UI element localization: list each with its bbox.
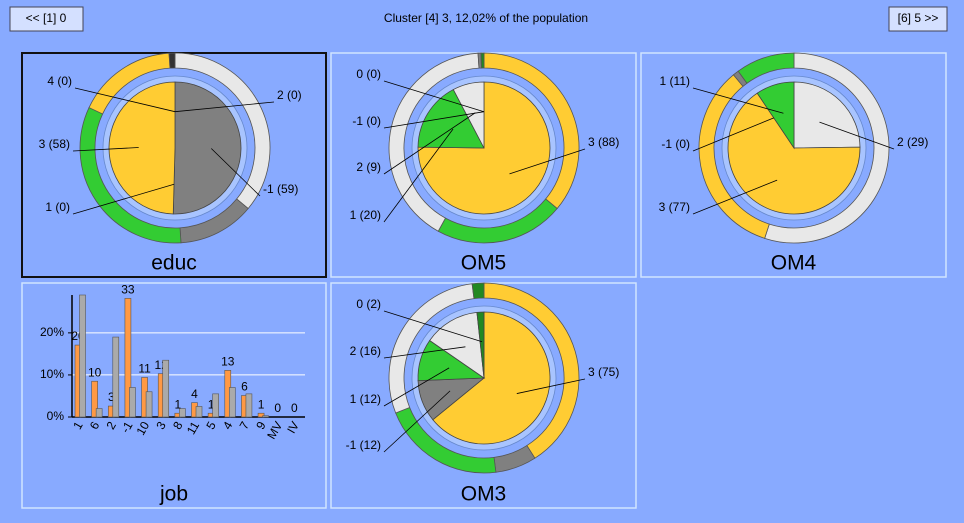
- bar-value-label: 6: [241, 380, 248, 394]
- chart-title: educ: [151, 252, 197, 275]
- pie-slice: [756, 81, 795, 150]
- slice-label: 0 (2): [356, 297, 381, 311]
- chart-title: OM5: [461, 252, 507, 275]
- pie-slice: [417, 89, 485, 149]
- y-tick-label: 10%: [40, 367, 64, 381]
- slice-label: 3 (75): [588, 365, 619, 379]
- pie-slice: [429, 311, 485, 379]
- bar: [129, 387, 136, 418]
- slice-label: 2 (0): [277, 88, 302, 102]
- slice-label: 0 (0): [356, 67, 381, 81]
- bar-value-label: 1: [258, 397, 265, 411]
- slice-label: 2 (9): [356, 160, 381, 174]
- bar-value-label: 4: [191, 387, 198, 401]
- leader-line: [72, 147, 139, 152]
- pie-slice: [793, 81, 861, 149]
- leader-line: [72, 183, 175, 215]
- bar: [79, 294, 86, 418]
- leader-line: [383, 128, 454, 223]
- leader-line: [383, 346, 466, 359]
- leader-line: [819, 121, 895, 150]
- slice-label: 3 (58): [39, 137, 70, 151]
- bar: [195, 406, 203, 418]
- prev-button-label[interactable]: << [1] 0: [26, 11, 67, 25]
- leader-line: [74, 87, 176, 113]
- bar-value-label: 13: [221, 354, 235, 368]
- page-title: Cluster [4] 3, 12,02% of the population: [384, 11, 588, 25]
- slice-label: -1 (12): [346, 438, 381, 452]
- leader-line: [509, 148, 586, 175]
- chart-title: job: [159, 483, 188, 506]
- bar-value-label: 0: [274, 401, 281, 415]
- slice-label: 1 (0): [45, 200, 70, 214]
- chart-title: OM3: [461, 483, 507, 506]
- outer-arc: [737, 52, 795, 84]
- slice-label: 3 (77): [659, 200, 690, 214]
- leader-line: [383, 390, 451, 453]
- pie-slice: [452, 81, 485, 149]
- bar: [245, 393, 253, 418]
- bar: [179, 408, 186, 418]
- pie-slice: [108, 81, 176, 215]
- x-tick-label: 10: [133, 419, 152, 438]
- bar-value-label: 10: [88, 365, 102, 379]
- slice-label: 2 (29): [897, 135, 928, 149]
- leader-line: [174, 101, 275, 113]
- outer-arc: [168, 52, 176, 69]
- bar: [145, 391, 153, 418]
- bar: [228, 387, 236, 418]
- leader-line: [383, 112, 476, 175]
- next-button[interactable]: [888, 6, 948, 32]
- chart-title: OM4: [771, 252, 817, 275]
- bar-value-label: 3: [108, 390, 115, 404]
- prev-button[interactable]: [9, 6, 84, 32]
- leader-line: [383, 80, 485, 113]
- slice-label: 4 (0): [47, 74, 72, 88]
- bar: [95, 408, 103, 418]
- slice-label: -1 (0): [352, 114, 381, 128]
- y-tick-label: 20%: [40, 325, 64, 339]
- bar-value-label: 1: [175, 397, 182, 411]
- leader-line: [383, 310, 483, 343]
- pie-slice: [172, 81, 242, 215]
- pie-slice: [432, 311, 551, 445]
- pie-slice: [476, 311, 485, 379]
- leader-line: [692, 117, 774, 152]
- outer-arc: [471, 282, 485, 300]
- outer-arc: [480, 52, 485, 69]
- panel: [21, 282, 327, 509]
- bar: [162, 359, 170, 418]
- next-button-label[interactable]: [6] 5 >>: [898, 11, 939, 25]
- slice-label: 1 (12): [350, 392, 381, 406]
- slice-label: 2 (16): [350, 344, 381, 358]
- bar: [124, 298, 132, 418]
- slice-label: -1 (0): [661, 137, 690, 151]
- leader-line: [383, 367, 450, 407]
- y-tick-label: 0%: [47, 409, 65, 423]
- leader-line: [383, 111, 485, 129]
- slice-label: 1 (20): [350, 208, 381, 222]
- bar-value-label: 11: [138, 362, 151, 376]
- leader-line: [692, 179, 778, 215]
- slice-label: 1 (11): [660, 74, 690, 88]
- bar: [91, 380, 98, 418]
- bar: [262, 415, 269, 418]
- bar-value-label: 33: [121, 283, 135, 297]
- bar: [257, 412, 265, 418]
- bar: [212, 393, 219, 418]
- slice-label: -1 (59): [263, 182, 298, 196]
- bar-value-label: 0: [291, 401, 298, 415]
- leader-line: [516, 378, 586, 394]
- bar: [112, 336, 120, 418]
- pie-slice: [417, 81, 551, 215]
- leader-line: [211, 148, 261, 197]
- leader-line: [692, 87, 784, 114]
- slice-label: 3 (88): [588, 135, 619, 149]
- bar-value-label: 1: [208, 397, 215, 411]
